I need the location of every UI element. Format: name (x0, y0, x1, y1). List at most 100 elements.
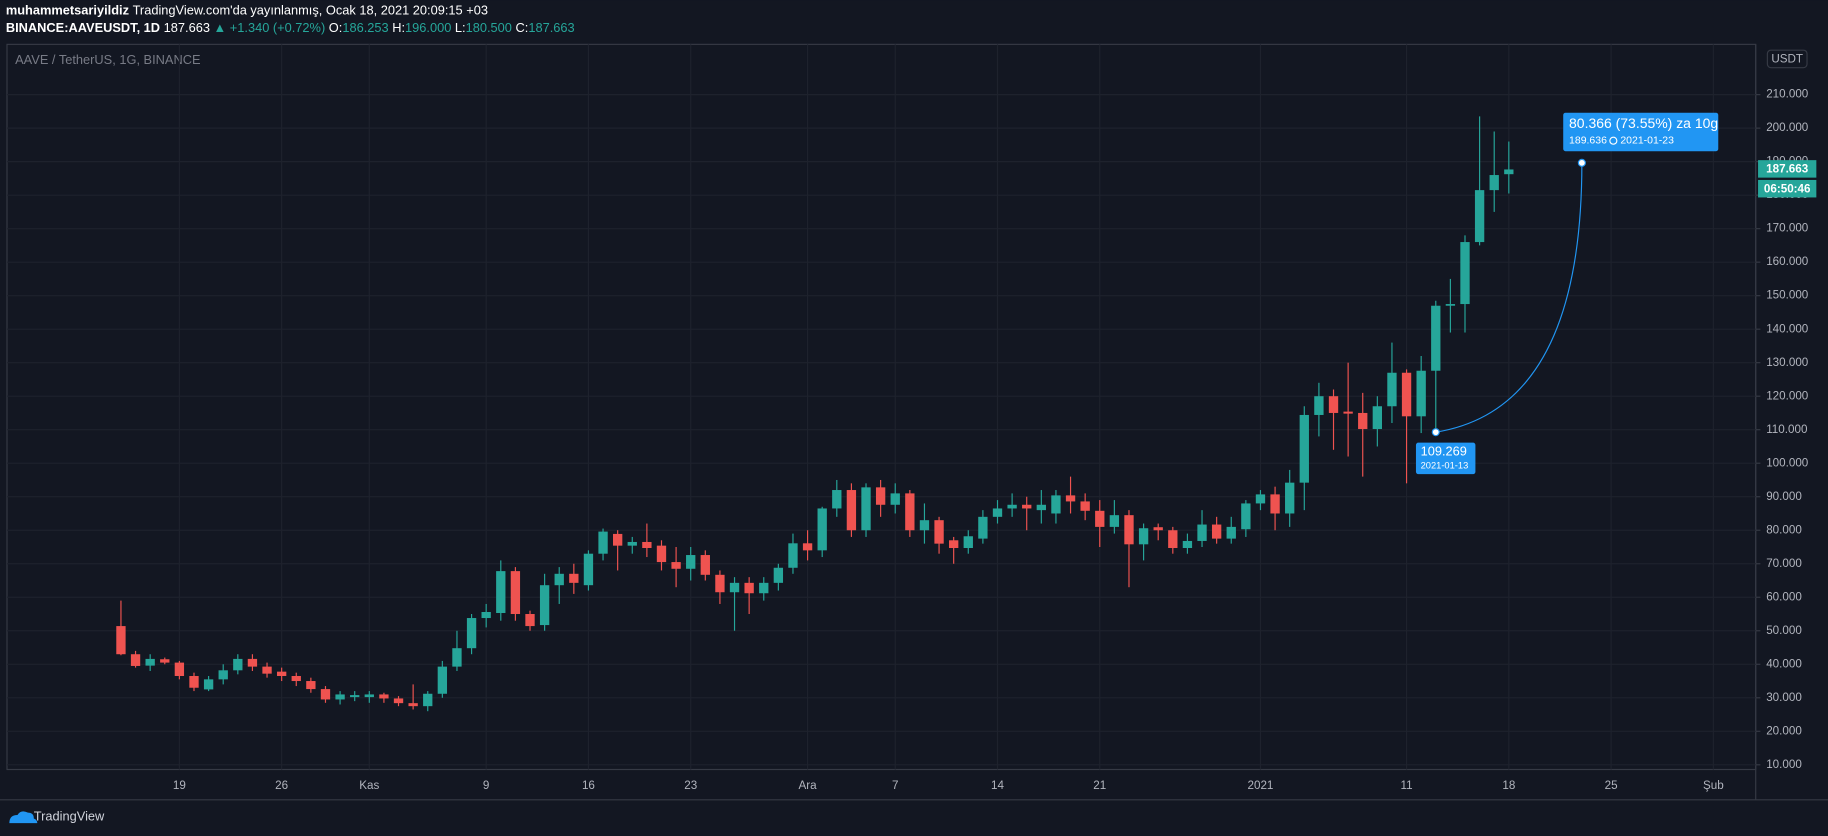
candle-body (598, 531, 608, 554)
header-line: muhammetsariyildiz TradingView.com'da ya… (6, 3, 488, 18)
candle-body (1241, 503, 1251, 530)
candle-body (963, 536, 973, 548)
candle-body (1314, 396, 1324, 415)
candle-body (1445, 304, 1456, 306)
candle-body (364, 694, 374, 698)
chart-title: AAVE / TetherUS, 1G, BINANCE (15, 52, 200, 67)
candle-body (1095, 510, 1105, 527)
clock-icon (1609, 136, 1618, 145)
end-price: 189.636 (1569, 135, 1607, 146)
start-price: 109.269 (1421, 443, 1467, 458)
candle-body (1182, 540, 1193, 548)
candle-body (1255, 494, 1266, 504)
candle-body (1504, 169, 1514, 175)
end-change: 80.366 (73.55%) za 10g (1569, 115, 1718, 131)
candle-body (481, 612, 491, 619)
y-tick-label: 200.000 (1766, 121, 1809, 134)
start-label-box (1415, 442, 1476, 475)
x-tick-label: 9 (483, 779, 489, 792)
candle-body (759, 582, 769, 594)
ohlc-key: C: (516, 21, 529, 36)
x-tick-label: Şub (1703, 779, 1724, 792)
price-label: 187.663 (1766, 163, 1809, 176)
logo (9, 811, 38, 824)
candle-body (320, 689, 331, 700)
candle-body (1138, 528, 1149, 545)
candle-body (1124, 515, 1134, 545)
candle-body (802, 543, 813, 551)
candle-body (642, 541, 652, 548)
y-tick-label: 30.000 (1766, 691, 1802, 704)
candle-body (627, 541, 637, 546)
x-tick-label: 11 (1401, 779, 1413, 792)
candle-body (949, 540, 959, 548)
ohlc-key: H: (392, 21, 405, 36)
ohlc-key: O: (329, 21, 343, 36)
candle-body (1080, 501, 1090, 511)
y-tick-label: 140.000 (1766, 322, 1809, 335)
candle-body (992, 508, 1003, 517)
start-date: 2021-01-13 (1421, 460, 1469, 470)
currency: USDT (1771, 53, 1803, 66)
end-label-box (1563, 112, 1719, 152)
y-tick-label: 130.000 (1766, 356, 1809, 369)
price: 187.663 (164, 21, 210, 36)
y-tick-label: 170.000 (1766, 222, 1809, 235)
candle-body (1036, 504, 1046, 511)
y-tick-label: 80.000 (1766, 523, 1802, 536)
author: muhammetsariyildiz (6, 3, 129, 18)
candle-body (203, 679, 214, 690)
candle-body (233, 658, 243, 671)
x-tick-label: Kas (359, 779, 379, 792)
candle-body (612, 533, 623, 546)
candle-body (905, 493, 915, 531)
x-tick-label: 7 (892, 779, 898, 792)
ohlc-value: 187.663 (528, 21, 574, 36)
candle-body (1065, 495, 1076, 502)
candle-body (875, 487, 886, 505)
candle-body (1197, 524, 1207, 541)
candle-body (861, 487, 871, 531)
candle-body (466, 618, 477, 649)
y-tick-label: 160.000 (1766, 255, 1809, 268)
candle-body (510, 571, 521, 615)
price-label-box (1758, 160, 1817, 178)
candle-body (1153, 527, 1163, 531)
projection-end (1577, 158, 1586, 167)
y-tick-label: 10.000 (1766, 758, 1802, 771)
candle-body (379, 694, 389, 699)
candle-body (1343, 411, 1353, 414)
candle-body (1387, 372, 1397, 407)
candle-body (1051, 495, 1061, 514)
y-tick-label: 100.000 (1766, 456, 1809, 469)
y-tick-label: 110.000 (1766, 423, 1808, 436)
candle-body (276, 671, 287, 677)
candle-body (1109, 515, 1120, 527)
candle-body (262, 666, 272, 674)
candle-body (1358, 412, 1368, 430)
x-tick-label: 26 (275, 779, 288, 792)
candle-body (1168, 530, 1178, 548)
candle-body (671, 562, 681, 569)
candle-body (130, 654, 141, 666)
y-tick-label: 120.000 (1766, 389, 1809, 402)
candle-body (116, 626, 126, 655)
brand: TradingView (34, 809, 105, 824)
candle-body (174, 662, 185, 677)
candle-body (539, 585, 550, 626)
x-tick-label: 23 (684, 779, 697, 792)
y-tick-label: 40.000 (1766, 657, 1802, 670)
x-tick-label: Ara (799, 779, 818, 792)
candle-body (1474, 190, 1485, 243)
candle-body (306, 681, 316, 690)
candle-body (817, 508, 827, 551)
candle-body (1460, 242, 1470, 305)
ohlc-value: 186.253 (342, 21, 388, 36)
candle-body (423, 693, 433, 707)
candle-body (656, 545, 667, 563)
candle-body (160, 659, 170, 663)
end-date: 2021-01-23 (1620, 135, 1674, 146)
candle-body (452, 648, 462, 667)
candle-body (218, 670, 228, 680)
